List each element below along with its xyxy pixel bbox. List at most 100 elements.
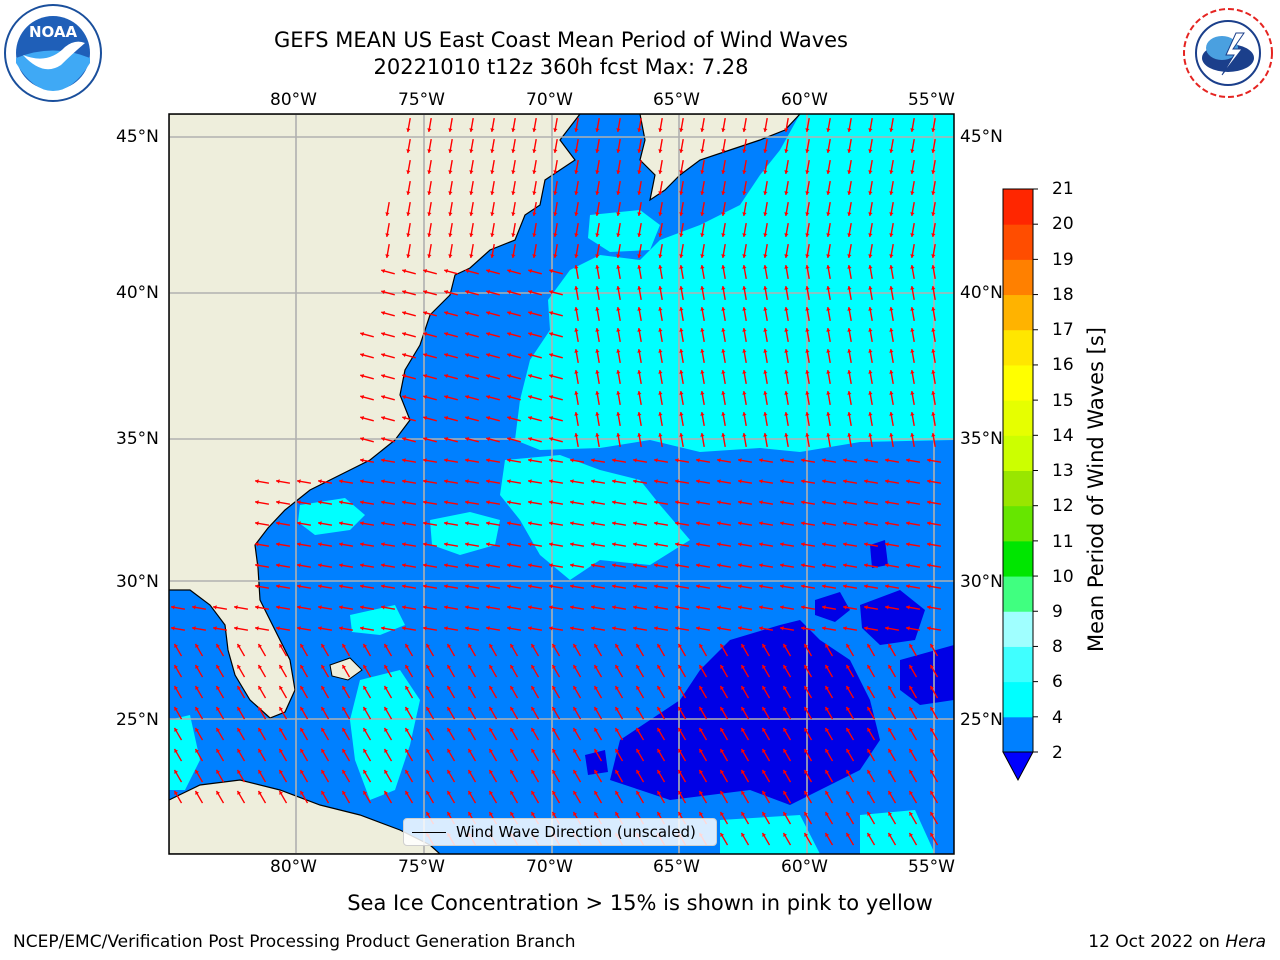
wave-arrowhead	[910, 286, 915, 290]
wave-arrowhead	[381, 542, 385, 547]
wave-arrowhead	[843, 563, 847, 568]
wave-arrowhead	[805, 307, 810, 311]
wave-arrowhead	[595, 233, 600, 237]
lon-tick-top: 60°W	[781, 90, 828, 110]
wave-arrowhead	[612, 521, 616, 526]
wave-arrowhead	[763, 170, 768, 174]
wave-arrowhead	[675, 500, 679, 505]
wave-arrowhead	[888, 664, 893, 669]
wave-arrowhead	[846, 811, 851, 816]
wave-arrowhead	[910, 128, 915, 132]
wave-arrowhead	[759, 563, 763, 568]
wave-arrowhead	[867, 706, 872, 711]
wave-arrowhead	[679, 370, 684, 374]
wave-arrowhead	[465, 584, 469, 589]
wave-arrowhead	[822, 542, 826, 547]
wave-arrowhead	[616, 328, 621, 332]
wave-arrowhead	[721, 233, 726, 237]
wave-arrowhead	[573, 664, 578, 669]
wave-arrowhead	[570, 584, 574, 589]
wave-arrowhead	[826, 233, 831, 237]
wave-arrowhead	[297, 500, 301, 505]
wave-arrowhead	[931, 391, 936, 395]
wave-arrowhead	[489, 706, 494, 711]
lat-tick-left: 35°N	[116, 429, 159, 449]
wave-arrowhead	[846, 832, 851, 837]
wave-arrowhead	[360, 563, 364, 568]
wave-arrowhead	[909, 832, 914, 837]
wave-arrowhead	[448, 149, 453, 153]
wave-arrowhead	[763, 191, 768, 195]
wave-arrowhead	[615, 706, 620, 711]
wave-arrowhead	[615, 790, 620, 795]
wave-arrowhead	[678, 685, 683, 690]
wave-arrowhead	[402, 352, 407, 358]
wave-arrowhead	[843, 626, 847, 631]
nws-logo	[1178, 3, 1278, 103]
wave-arrowhead	[339, 500, 343, 505]
wave-arrowhead	[405, 664, 410, 669]
wave-arrowhead	[384, 769, 389, 774]
wave-arrowhead	[318, 605, 322, 610]
wave-arrowhead	[318, 563, 322, 568]
wave-arrowhead	[612, 563, 616, 568]
wave-arrowhead	[360, 415, 365, 421]
wave-arrowhead	[931, 412, 936, 416]
wave-arrowhead	[801, 626, 805, 631]
wave-arrowhead	[486, 584, 490, 589]
colorbar-tick: 19	[1052, 250, 1074, 270]
footer-host: Hera	[1225, 932, 1266, 952]
wave-arrowhead	[906, 458, 910, 463]
lat-tick-right: 35°N	[960, 429, 1003, 449]
wave-arrowhead	[658, 191, 663, 195]
wave-arrowhead	[381, 563, 385, 568]
wave-arrowhead	[868, 191, 873, 195]
wave-arrowhead	[738, 479, 742, 484]
wave-arrowhead	[906, 500, 910, 505]
wave-arrowhead	[780, 458, 784, 463]
wave-arrowhead	[469, 170, 474, 174]
wave-arrowhead	[402, 436, 407, 442]
wave-arrowhead	[825, 685, 830, 690]
wave-arrowhead	[174, 769, 179, 774]
wave-arrowhead	[825, 748, 830, 753]
wave-arrowhead	[486, 563, 490, 568]
wave-arrowhead	[742, 254, 747, 258]
wave-arrowhead	[612, 500, 616, 505]
wave-arrowhead	[321, 643, 326, 648]
wave-arrowhead	[174, 727, 179, 732]
wave-arrowhead	[700, 349, 705, 353]
wave-arrowhead	[801, 542, 805, 547]
wave-arrowhead	[574, 370, 579, 374]
wave-arrowhead	[826, 328, 831, 332]
wave-arrowhead	[801, 458, 805, 463]
wave-arrowhead	[552, 643, 557, 648]
wave-arrowhead	[507, 563, 511, 568]
wave-arrowhead	[633, 626, 637, 631]
colorbar-segment	[1003, 259, 1033, 296]
wave-arrowhead	[321, 769, 326, 774]
wave-arrowhead	[465, 352, 470, 358]
wave-direction-arrows	[170, 117, 942, 846]
chart-subtitle: 20221010 t12z 360h fcst Max: 7.28	[373, 55, 749, 79]
wave-arrowhead	[486, 310, 491, 316]
wave-arrowhead	[804, 706, 809, 711]
wave-arrowhead	[927, 563, 931, 568]
wave-arrowhead	[486, 626, 490, 631]
wave-arrowhead	[805, 349, 810, 353]
wave-arrowhead	[447, 664, 452, 669]
wave-arrowhead	[363, 643, 368, 648]
wave-arrowhead	[783, 790, 788, 795]
wave-arrowhead	[594, 685, 599, 690]
wave-arrowhead	[486, 415, 491, 421]
wave-arrowhead	[339, 626, 343, 631]
wave-arrowhead	[300, 790, 305, 795]
wave-arrowhead	[573, 706, 578, 711]
wave-arrowhead	[595, 307, 600, 311]
wave-arrowhead	[360, 436, 365, 442]
wave-arrowhead	[805, 412, 810, 416]
wave-arrowhead	[318, 542, 322, 547]
wave-arrowhead	[720, 832, 725, 837]
wave-arrowhead	[717, 542, 721, 547]
wave-arrowhead	[213, 605, 217, 610]
